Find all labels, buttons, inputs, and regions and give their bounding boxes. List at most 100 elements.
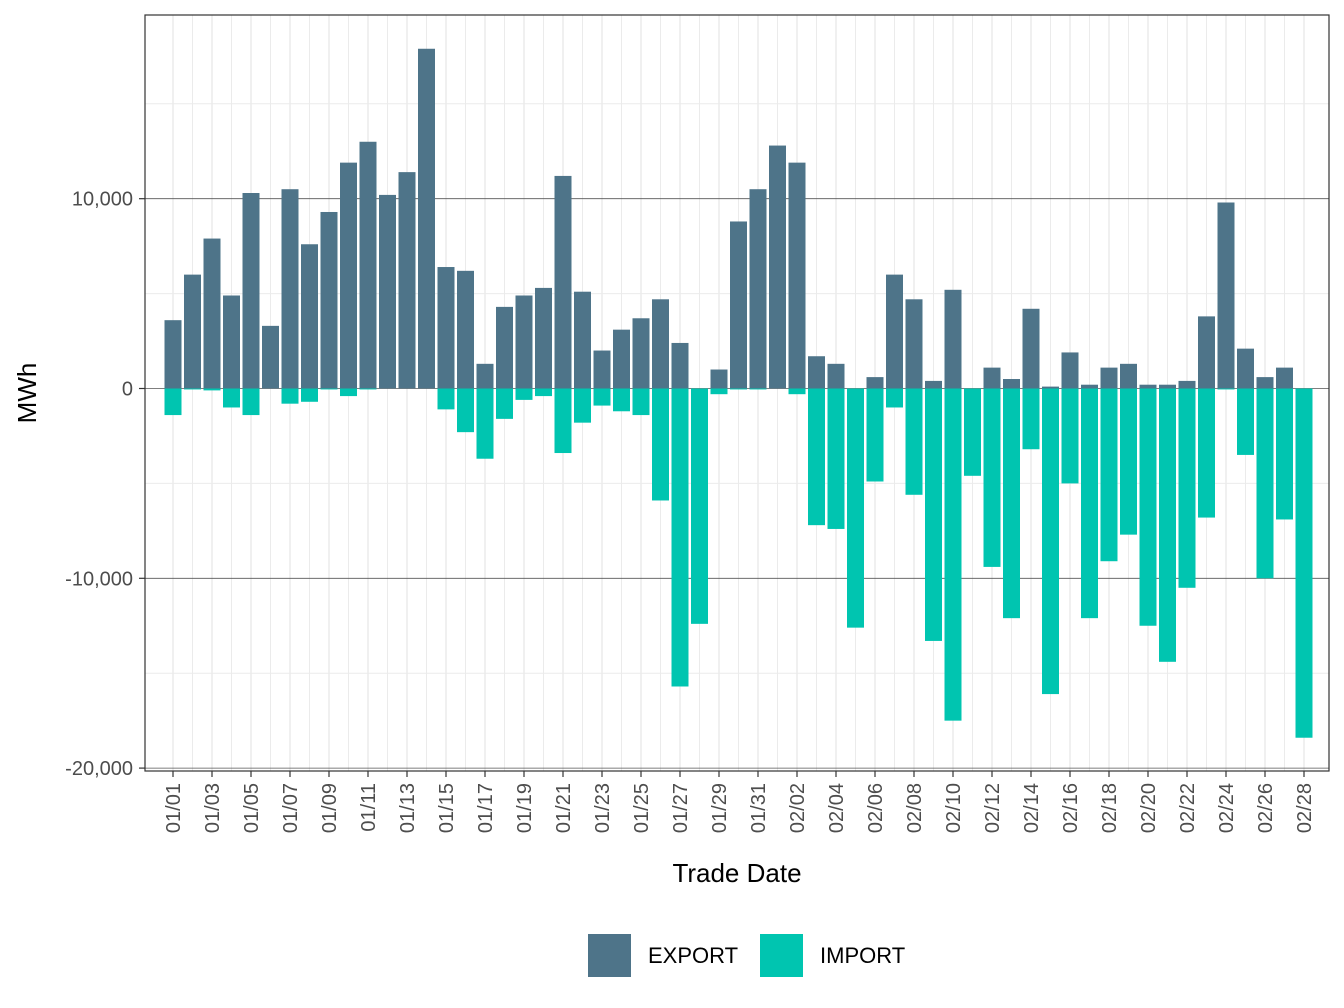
bar-export-01-10	[340, 162, 357, 389]
y-tick-label: -10,000	[65, 568, 133, 590]
bar-import-02-03	[808, 388, 825, 526]
x-tick-label: 02/14	[1021, 783, 1043, 833]
bar-export-02-09	[925, 380, 942, 389]
legend-label-import: IMPORT	[820, 943, 905, 968]
y-tick-label: 10,000	[72, 189, 133, 211]
legend-key-import	[760, 934, 803, 977]
bar-import-02-04	[827, 388, 845, 529]
bar-export-01-02	[184, 274, 201, 389]
bar-export-02-15	[1042, 386, 1059, 389]
bar-export-01-21	[554, 175, 572, 389]
bar-import-01-20	[535, 388, 552, 397]
bar-import-01-16	[457, 388, 474, 433]
bar-export-01-30	[730, 221, 747, 389]
plot-panel-border	[144, 14, 1330, 772]
bar-export-01-06	[262, 325, 279, 389]
bar-export-01-22	[574, 291, 591, 389]
bar-export-02-14	[1022, 308, 1040, 389]
bar-export-01-19	[515, 295, 533, 389]
bar-export-01-24	[613, 329, 630, 389]
bar-import-01-27	[671, 388, 689, 687]
bar-import-02-19	[1120, 388, 1137, 535]
bar-import-02-26	[1256, 388, 1274, 579]
x-axis-title: Trade Date	[672, 858, 801, 888]
bar-import-02-10	[944, 388, 962, 721]
legend: EXPORT IMPORT	[588, 934, 905, 977]
bar-export-02-27	[1276, 367, 1293, 389]
bar-export-02-23	[1198, 316, 1215, 389]
bar-export-02-20	[1139, 384, 1157, 389]
x-tick-label: 01/21	[553, 783, 575, 833]
x-tick-label: 01/11	[358, 783, 380, 832]
x-tick-label: 01/07	[280, 783, 302, 833]
x-tick-label: 01/15	[436, 783, 458, 833]
x-tick-label: 02/06	[865, 783, 887, 833]
bar-export-01-04	[223, 295, 240, 389]
bar-import-01-21	[554, 388, 572, 454]
bar-import-02-14	[1022, 388, 1040, 450]
x-tick-label: 01/23	[592, 783, 614, 833]
bar-import-01-19	[515, 388, 533, 400]
bar-export-01-05	[242, 193, 260, 389]
bar-import-02-12	[983, 388, 1001, 567]
x-tick-label: 02/12	[982, 783, 1004, 833]
bar-import-02-11	[964, 388, 981, 476]
x-tick-label: 01/25	[631, 783, 653, 833]
bar-import-02-17	[1081, 388, 1098, 619]
bar-export-02-19	[1120, 363, 1137, 389]
x-tick-label: 02/28	[1294, 783, 1316, 833]
bar-import-01-17	[476, 388, 494, 459]
bar-export-01-25	[632, 318, 650, 389]
bar-export-02-01	[769, 145, 786, 389]
legend-key-export	[588, 934, 631, 977]
bar-export-02-08	[905, 299, 923, 389]
bar-export-02-17	[1081, 384, 1098, 389]
x-tick-label: 02/10	[943, 783, 965, 833]
bar-import-01-03	[203, 388, 221, 391]
bar-import-02-06	[866, 388, 884, 482]
x-tick-label: 01/01	[163, 783, 185, 833]
bar-import-01-23	[593, 388, 611, 406]
x-tick-label: 01/13	[397, 783, 419, 833]
x-tick-label: 01/05	[241, 783, 263, 833]
bar-import-01-11	[359, 388, 377, 390]
y-tick-label: 0	[122, 379, 133, 401]
bar-export-01-18	[496, 306, 513, 389]
legend-label-export: EXPORT	[648, 943, 738, 968]
bar-import-01-24	[613, 388, 630, 412]
bar-export-01-16	[457, 270, 474, 389]
bar-import-02-21	[1159, 388, 1176, 662]
bar-import-01-30	[730, 388, 747, 390]
bar-import-01-05	[242, 388, 260, 416]
x-tick-label: 01/29	[709, 783, 731, 833]
bar-import-02-23	[1198, 388, 1215, 518]
bar-import-02-08	[905, 388, 923, 495]
bar-export-02-04	[827, 363, 845, 389]
bar-export-01-26	[652, 299, 669, 389]
bars	[164, 48, 1313, 738]
x-tick-label: 02/20	[1138, 783, 1160, 833]
bar-import-02-15	[1042, 388, 1059, 695]
x-tick-label: 02/16	[1060, 783, 1082, 833]
y-axis-title: MWh	[12, 363, 42, 424]
bar-import-01-02	[184, 388, 201, 390]
bar-export-02-21	[1159, 384, 1176, 389]
bar-export-02-10	[944, 289, 962, 389]
bar-import-01-15	[437, 388, 455, 410]
bar-export-01-29	[710, 369, 728, 389]
bar-export-02-07	[886, 274, 903, 389]
x-tick-label: 01/17	[475, 783, 497, 833]
bar-export-01-20	[535, 287, 552, 389]
bar-export-01-13	[398, 172, 416, 389]
bar-import-01-31	[749, 388, 767, 390]
x-tick-label: 01/19	[514, 783, 536, 833]
bar-export-01-31	[749, 189, 767, 389]
bar-import-02-09	[925, 388, 942, 641]
bar-import-01-10	[340, 388, 357, 397]
bar-import-01-01	[164, 388, 182, 416]
bar-import-02-27	[1276, 388, 1293, 520]
bar-export-02-18	[1100, 367, 1118, 389]
x-tick-label: 02/04	[826, 783, 848, 833]
bar-import-02-20	[1139, 388, 1157, 626]
bar-import-01-09	[320, 388, 338, 390]
